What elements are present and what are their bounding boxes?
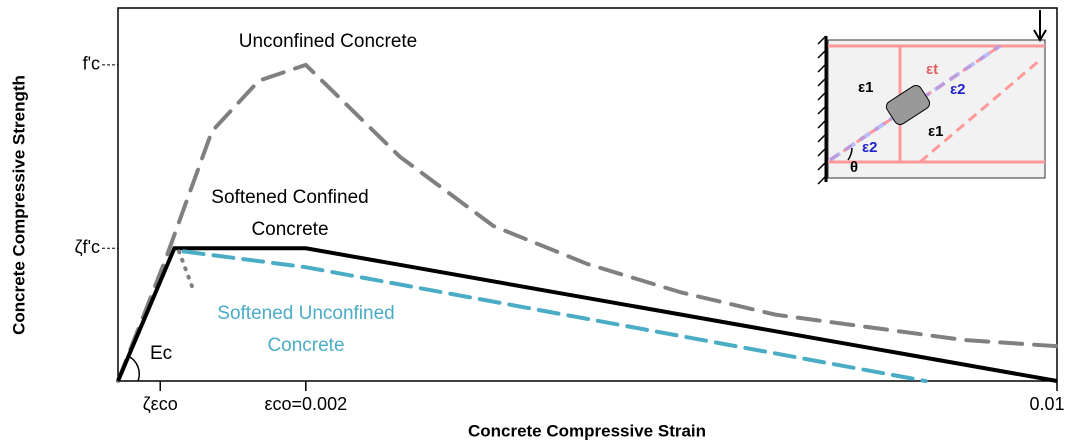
inset-strut <box>828 44 1002 162</box>
inset-hatch <box>817 35 827 185</box>
inset-angle <box>847 147 853 161</box>
annotation: Concrete <box>267 335 344 356</box>
plot-frame <box>117 7 1058 382</box>
annotation: Ec <box>150 343 172 364</box>
inset-label: ε2 <box>862 139 877 156</box>
y-tick-label: f'c <box>83 54 100 74</box>
annotation: Softened Unconfined <box>217 303 394 324</box>
inset-label: θ <box>850 159 858 176</box>
y-tick-label: ζf'c <box>75 237 100 257</box>
inset-diagram <box>817 10 1047 185</box>
x-tick-label: εco=0.002 <box>265 394 348 414</box>
inset-label: ε1 <box>928 123 943 140</box>
inset-crack <box>919 58 1041 164</box>
x-tick-label: ζεco <box>143 394 178 414</box>
y-axis-title: Concrete Compressive Strength <box>9 75 28 335</box>
series-line <box>181 249 928 383</box>
inset-beam <box>827 39 1046 179</box>
x-axis-title: Concrete Compressive Strain <box>468 421 706 440</box>
inset-element <box>885 85 931 125</box>
annotation: Concrete <box>251 219 328 240</box>
inset-label: ε1 <box>858 79 873 96</box>
series-line <box>177 249 196 292</box>
x-tick-label: 0.01 <box>1029 394 1064 414</box>
angle-arc <box>127 355 141 382</box>
annotation: Unconfined Concrete <box>239 31 418 52</box>
inset-label: εt <box>926 61 938 78</box>
series-line <box>116 62 1059 383</box>
series-line <box>116 246 1058 383</box>
inset-load-arrow <box>1033 29 1047 42</box>
inset-label: ε2 <box>950 81 965 98</box>
annotation: Softened Confined <box>211 187 368 208</box>
